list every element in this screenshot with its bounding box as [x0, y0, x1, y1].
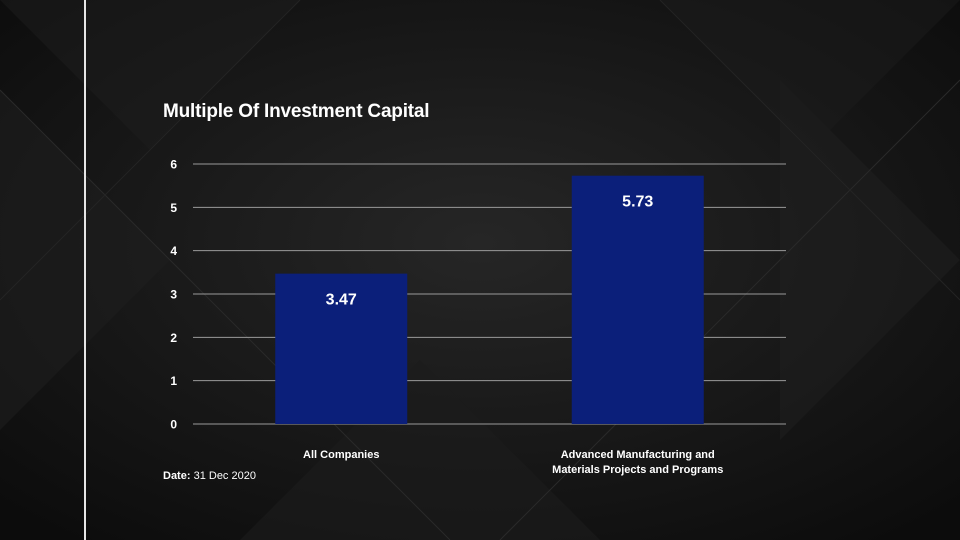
bar [571, 175, 704, 424]
y-tick-label: 5 [170, 201, 177, 215]
bar-value-label: 5.73 [622, 194, 653, 211]
x-category-label: Materials Projects and Programs [552, 464, 723, 476]
y-tick-label: 1 [170, 374, 177, 388]
x-category-label: All Companies [303, 449, 379, 461]
y-tick-label: 0 [170, 418, 177, 432]
date-label: Date: [163, 470, 191, 482]
date-footnote: Date: 31 Dec 2020 [163, 470, 256, 482]
y-tick-label: 2 [170, 331, 177, 345]
vertical-divider-line [84, 0, 86, 540]
date-value: 31 Dec 2020 [193, 470, 256, 482]
y-tick-label: 6 [170, 158, 177, 172]
x-category-label: Advanced Manufacturing and [561, 449, 715, 461]
y-tick-label: 3 [170, 288, 177, 302]
bar [275, 273, 408, 424]
bar-value-label: 3.47 [326, 292, 357, 309]
chart-title: Multiple Of Investment Capital [163, 101, 430, 122]
y-tick-label: 4 [170, 244, 177, 258]
